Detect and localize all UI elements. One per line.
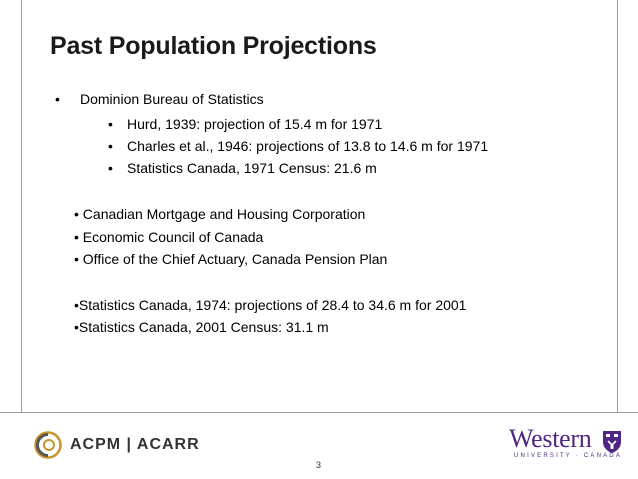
acpm-label: ACPM | ACARR <box>70 436 200 453</box>
bullet-chief-actuary: • Office of the Chief Actuary, Canada Pe… <box>74 251 388 267</box>
sub-bullet-charles: Charles et al., 1946: projections of 13.… <box>127 138 489 154</box>
frame-left-line <box>21 0 22 413</box>
sub-bullet-hurd: Hurd, 1939: projection of 15.4 m for 197… <box>127 116 383 132</box>
western-crest-icon <box>603 431 621 453</box>
bullet-cmhc: • Canadian Mortgage and Housing Corporat… <box>74 206 366 222</box>
western-wordmark: Western <box>509 424 592 453</box>
acpm-logo-icon <box>34 431 62 459</box>
sub-bullet-marker: • <box>108 160 113 176</box>
sub-bullet-census-1971: Statistics Canada, 1971 Census: 21.6 m <box>127 160 377 176</box>
bullet-economic-council: • Economic Council of Canada <box>74 229 264 245</box>
page-number: 3 <box>316 460 322 470</box>
slide-title: Past Population Projections <box>50 32 377 60</box>
bullet-statcan-1974: •Statistics Canada, 1974: projections of… <box>74 297 467 313</box>
western-subtitle: UNIVERSITY · CANADA <box>514 453 623 459</box>
bullet-marker: • <box>55 91 60 107</box>
sub-bullet-marker: • <box>108 138 113 154</box>
bullet-statcan-2001: •Statistics Canada, 2001 Census: 31.1 m <box>74 319 329 335</box>
frame-bottom-line <box>0 412 638 413</box>
frame-right-line <box>617 0 618 413</box>
sub-bullet-marker: • <box>108 116 113 132</box>
bullet-dominion-bureau: Dominion Bureau of Statistics <box>80 91 264 107</box>
